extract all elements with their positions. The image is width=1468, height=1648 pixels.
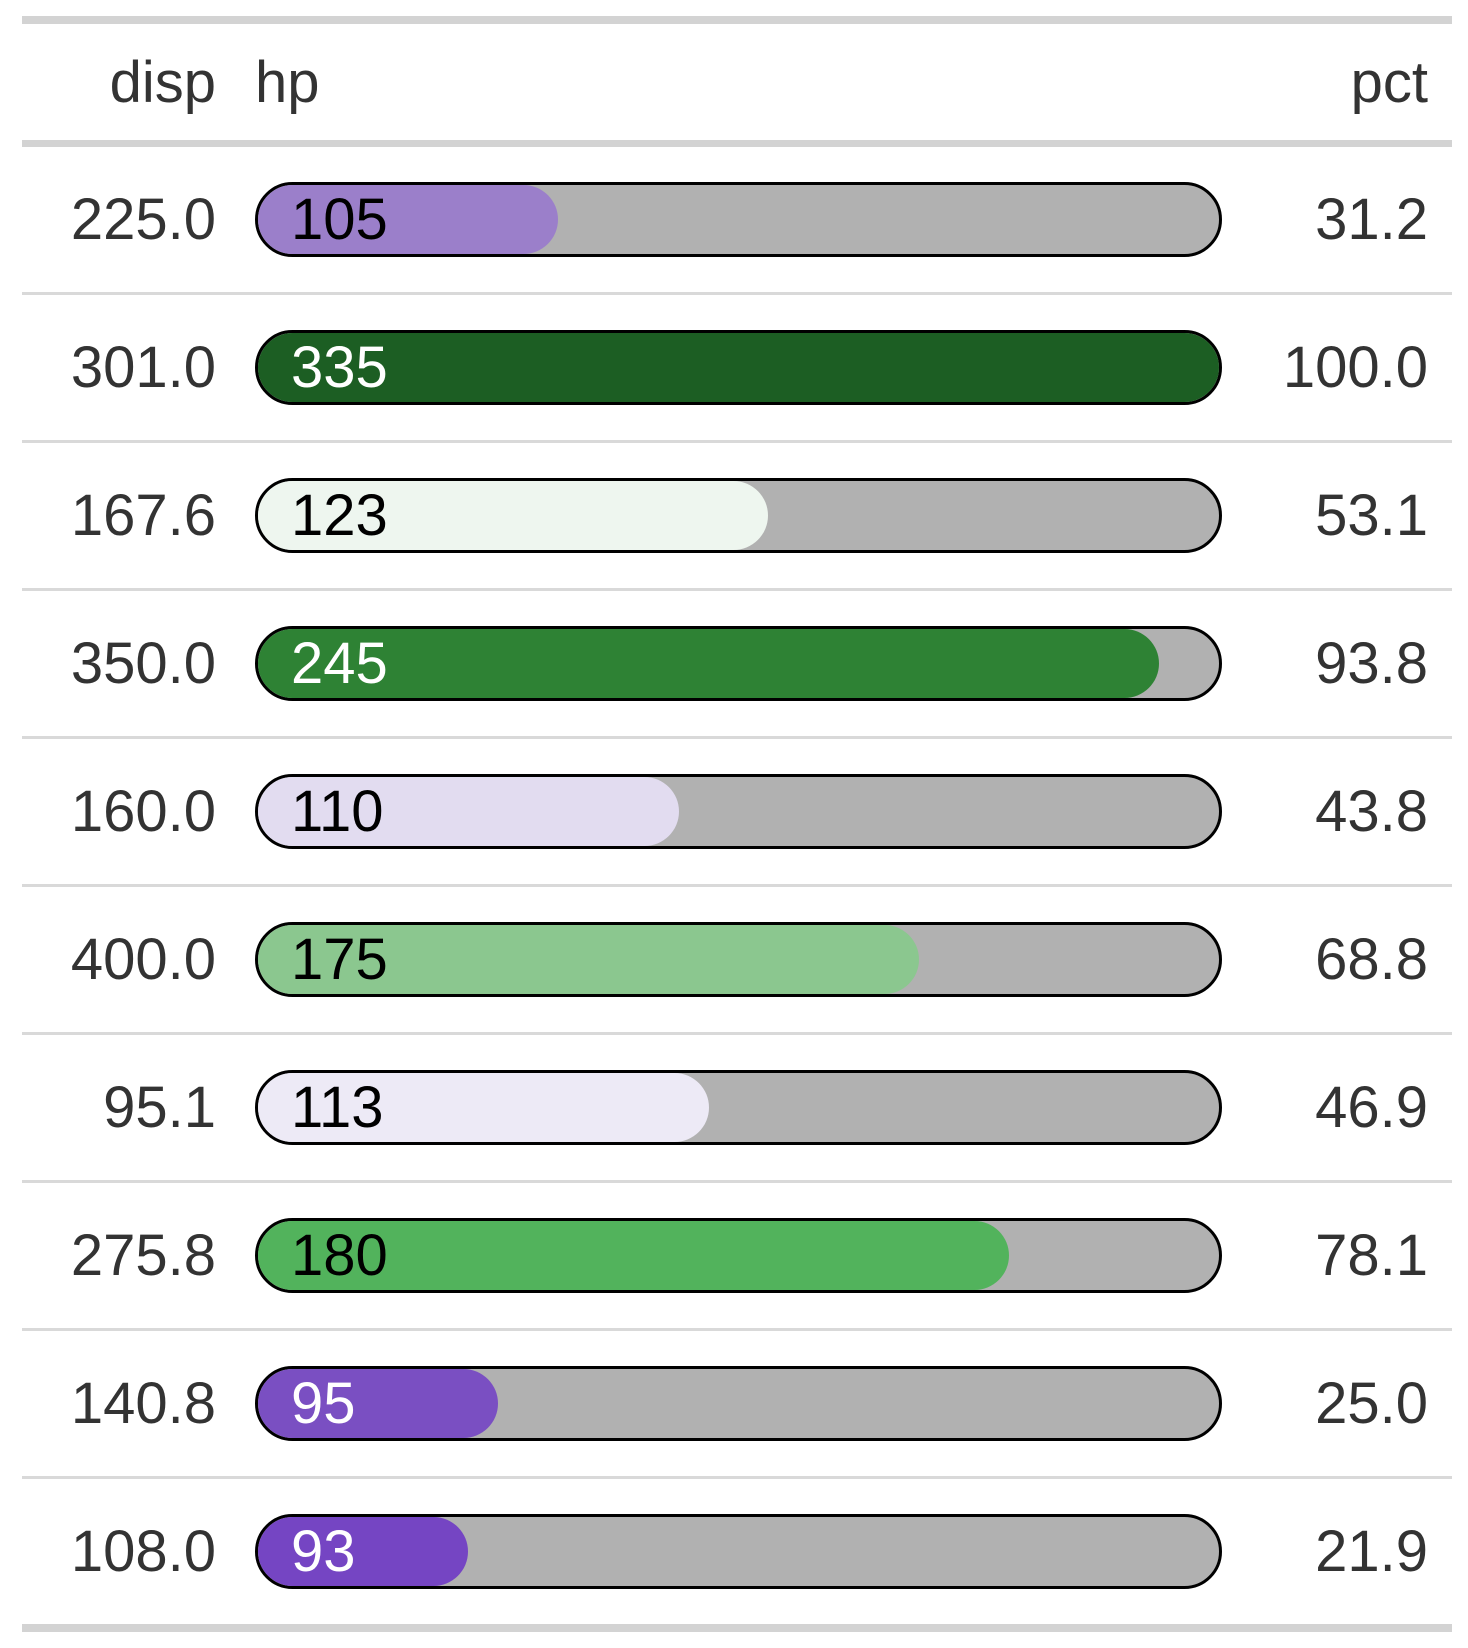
- hp-bar-fill: [258, 1369, 499, 1438]
- disp-value: 140.8: [70, 1371, 216, 1436]
- pct-value: 31.2: [1315, 187, 1428, 252]
- hp-bar-track: 245: [255, 626, 1222, 701]
- hp-bar-cell: 245: [235, 626, 1242, 701]
- hp-bar-fill: [258, 925, 920, 994]
- hp-bar-fill: [258, 777, 679, 846]
- hp-bar-cell: 105: [235, 182, 1242, 257]
- column-header-disp: disp: [109, 49, 216, 115]
- hp-bar-label: 245: [291, 630, 388, 696]
- hp-bar-track: 175: [255, 922, 1222, 997]
- hp-bar-track: 123: [255, 478, 1222, 553]
- hp-bar-cell: 110: [235, 774, 1242, 849]
- hp-bar-label: 175: [291, 926, 388, 992]
- hp-bar-cell: 335: [235, 330, 1242, 405]
- table-row: 350.0 245 93.8: [22, 588, 1452, 736]
- pct-value: 46.9: [1315, 1075, 1428, 1140]
- hp-bar-cell: 95: [235, 1366, 1242, 1441]
- hp-bar-label: 105: [291, 186, 388, 252]
- table-row: 275.8 180 78.1: [22, 1180, 1452, 1328]
- table-row: 225.0 105 31.2: [22, 147, 1452, 292]
- hp-bar-track: 335: [255, 330, 1222, 405]
- hp-bar-label: 180: [291, 1222, 388, 1288]
- hp-bar-fill: [258, 185, 558, 254]
- disp-value: 95.1: [103, 1075, 216, 1140]
- table-row: 160.0 110 43.8: [22, 736, 1452, 884]
- hp-bar-track: 180: [255, 1218, 1222, 1293]
- hp-bar-label: 110: [291, 778, 384, 844]
- table-row: 95.1 113 46.9: [22, 1032, 1452, 1180]
- hp-bar-fill: [258, 629, 1160, 698]
- hp-bar-track: 95: [255, 1366, 1222, 1441]
- hp-bar-cell: 113: [235, 1070, 1242, 1145]
- hp-bar-cell: 180: [235, 1218, 1242, 1293]
- pct-value: 53.1: [1315, 483, 1428, 548]
- hp-bar-cell: 93: [235, 1514, 1242, 1589]
- hp-bar-fill: [258, 333, 1219, 402]
- disp-value: 225.0: [70, 187, 216, 252]
- table-body: 225.0 105 31.2 301.0 335 100.0 167.6 123…: [22, 147, 1452, 1624]
- hp-bar-track: 105: [255, 182, 1222, 257]
- hp-bar-label: 93: [291, 1518, 356, 1584]
- disp-value: 275.8: [70, 1223, 216, 1288]
- pct-value: 93.8: [1315, 631, 1428, 696]
- table-row: 167.6 123 53.1: [22, 440, 1452, 588]
- hp-bar-label: 123: [291, 482, 388, 548]
- pct-value: 43.8: [1315, 779, 1428, 844]
- hp-bar-track: 113: [255, 1070, 1222, 1145]
- table-row: 400.0 175 68.8: [22, 884, 1452, 1032]
- table-row: 140.8 95 25.0: [22, 1328, 1452, 1476]
- disp-value: 400.0: [70, 927, 216, 992]
- hp-bar-fill: [258, 1221, 1009, 1290]
- table-header-row: disp hp pct: [22, 24, 1452, 147]
- pct-value: 78.1: [1315, 1223, 1428, 1288]
- disp-value: 350.0: [70, 631, 216, 696]
- hp-bar-track: 93: [255, 1514, 1222, 1589]
- table-row: 108.0 93 21.9: [22, 1476, 1452, 1624]
- disp-value: 160.0: [70, 779, 216, 844]
- hp-bar-fill: [258, 1073, 709, 1142]
- hp-bar-label: 335: [291, 334, 388, 400]
- hp-bar-cell: 123: [235, 478, 1242, 553]
- hp-bar-cell: 175: [235, 922, 1242, 997]
- pct-value: 100.0: [1282, 335, 1428, 400]
- hp-bar-label: 95: [291, 1370, 356, 1436]
- pct-value: 68.8: [1315, 927, 1428, 992]
- hp-bar-fill: [258, 1517, 469, 1586]
- disp-value: 167.6: [70, 483, 216, 548]
- hp-percent-table: disp hp pct 225.0 105 31.2 301.0 335 100…: [22, 16, 1452, 1632]
- table-row: 301.0 335 100.0: [22, 292, 1452, 440]
- pct-value: 25.0: [1315, 1371, 1428, 1436]
- hp-bar-track: 110: [255, 774, 1222, 849]
- hp-bar-label: 113: [291, 1074, 384, 1140]
- column-header-pct: pct: [1350, 49, 1428, 115]
- column-header-hp: hp: [255, 49, 320, 115]
- pct-value: 21.9: [1315, 1519, 1428, 1584]
- disp-value: 301.0: [70, 335, 216, 400]
- hp-bar-fill: [258, 481, 769, 550]
- disp-value: 108.0: [70, 1519, 216, 1584]
